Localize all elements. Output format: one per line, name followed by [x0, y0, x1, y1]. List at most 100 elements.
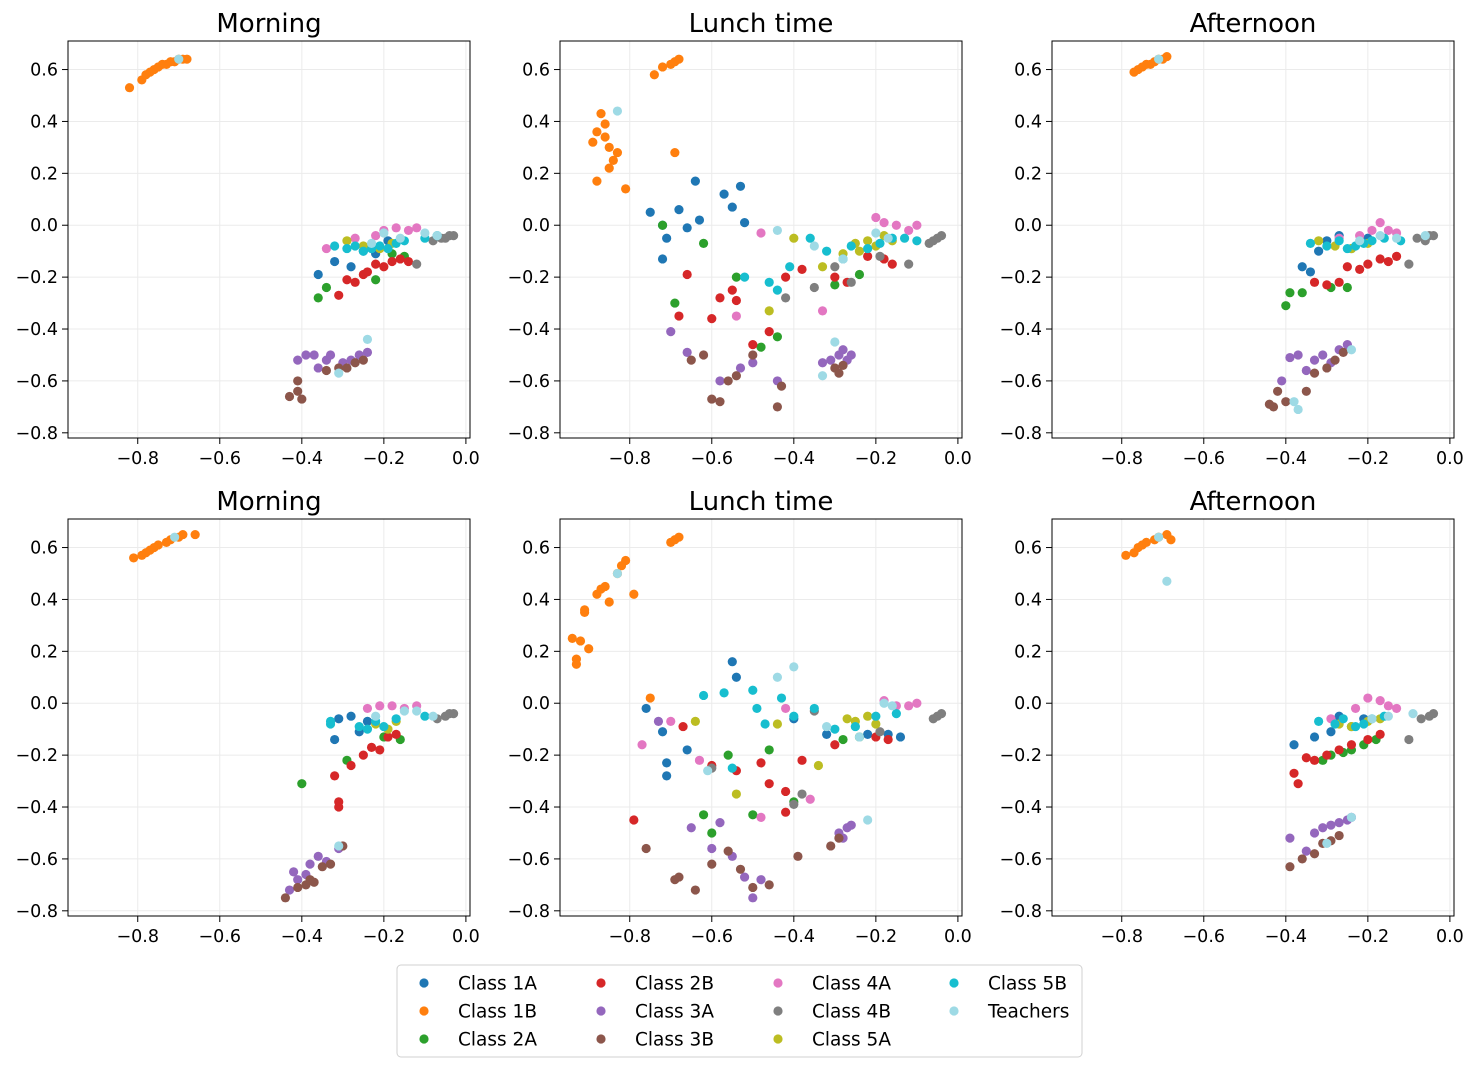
legend: Class 1A Class 1B Class 2A Class 2B Class 3A… [396, 964, 1083, 1058]
data-point [805, 794, 815, 804]
data-point [309, 350, 319, 360]
data-point [1314, 716, 1324, 726]
data-point [703, 766, 713, 776]
legend-entry: Class 5A [773, 1030, 891, 1051]
data-point [371, 275, 381, 285]
data-point [330, 771, 340, 781]
subplot-grid: −0.8 −0.6 −0.4 −0.2 0.0 0.6 0.4 0.2 0.0 −0.2 −0.4 −… [16, 9, 1464, 947]
data-point [846, 277, 856, 287]
data-point [899, 233, 910, 243]
data-point [698, 810, 709, 820]
data-point [879, 698, 889, 708]
data-point [834, 368, 844, 378]
legend-marker [596, 1034, 606, 1044]
data-point [822, 729, 832, 739]
y-tick-label: −0.6 [16, 850, 59, 870]
x-tick-label: −0.8 [116, 927, 159, 947]
y-tick-label: −0.8 [508, 424, 551, 444]
plot-background [68, 519, 470, 916]
data-point [883, 734, 893, 745]
data-point [612, 106, 623, 116]
data-point [649, 70, 659, 80]
data-point [698, 690, 709, 701]
y-tick-label: −0.4 [1000, 798, 1043, 818]
data-point [1293, 404, 1303, 415]
data-point [1350, 721, 1361, 732]
data-point [584, 644, 594, 654]
data-point [891, 220, 901, 230]
data-point [604, 597, 614, 607]
series-class-3b [641, 833, 844, 895]
axes-frame [1051, 40, 1455, 439]
x-tick-label: −0.8 [608, 927, 651, 947]
series-class-2b [334, 254, 414, 300]
data-point [863, 243, 873, 254]
series-class-1a [641, 657, 906, 781]
data-point [846, 820, 856, 830]
series-class-2b [674, 251, 897, 350]
subplot-2: −0.8 −0.6 −0.4 −0.2 0.0 0.6 0.4 0.2 0.0 −0.2 −0.4 −… [508, 9, 972, 469]
legend-marker [596, 1006, 606, 1016]
x-tick-label: −0.8 [1100, 927, 1143, 947]
data-point [657, 62, 668, 72]
data-point [399, 706, 409, 716]
x-tick-label: −0.4 [1265, 927, 1308, 947]
data-point [936, 709, 947, 719]
data-point [334, 841, 344, 851]
data-point [334, 714, 344, 724]
data-point [723, 846, 733, 856]
y-tick-label: 0.6 [1014, 61, 1042, 81]
data-point [375, 701, 385, 711]
y-tick-label: 0.2 [522, 164, 550, 184]
data-point [448, 709, 459, 719]
data-point [690, 885, 700, 895]
data-point [391, 223, 401, 233]
data-point [608, 155, 618, 165]
y-tick-label: −0.6 [508, 850, 551, 870]
legend-entry: Class 4B [773, 1002, 891, 1023]
data-point [764, 779, 774, 789]
y-tick-label: 0.0 [30, 216, 58, 236]
legend-label: Class 2B [635, 974, 714, 995]
data-point [1322, 280, 1332, 290]
x-tick-label: 0.0 [1436, 449, 1464, 469]
data-point [772, 285, 783, 295]
data-point [850, 721, 860, 732]
data-point [428, 711, 438, 721]
data-point [830, 740, 840, 750]
data-point [293, 875, 303, 885]
data-point [403, 256, 414, 267]
data-point [686, 823, 696, 833]
x-tick-label: −0.4 [281, 449, 324, 469]
data-point [174, 54, 184, 64]
legend-entry: Class 4A [773, 974, 891, 995]
data-point [420, 228, 430, 238]
data-point [293, 376, 303, 386]
data-point [1297, 288, 1307, 298]
data-point [871, 711, 881, 721]
data-point [604, 163, 614, 173]
data-point [1334, 277, 1344, 287]
data-point [674, 205, 684, 215]
data-point [1322, 750, 1332, 760]
data-point [604, 142, 614, 152]
subplot-5: −0.8 −0.6 −0.4 −0.2 0.0 0.6 0.4 0.2 0.0 −0.2 −0.4 −… [508, 487, 972, 947]
legend-label: Class 4B [812, 1002, 891, 1023]
data-point [1326, 820, 1336, 830]
data-point [580, 605, 590, 615]
data-point [1375, 729, 1385, 739]
data-point [350, 358, 360, 368]
y-tick-label: −0.4 [508, 320, 551, 340]
data-point [772, 402, 783, 412]
legend-label: Class 1B [458, 1002, 537, 1023]
x-tick-label: −0.2 [363, 449, 406, 469]
y-tick-label: −0.6 [1000, 850, 1043, 870]
data-point [662, 771, 672, 781]
data-point [809, 241, 819, 251]
data-point [863, 251, 873, 261]
data-point [600, 119, 610, 129]
data-point [362, 334, 373, 344]
subplot-3: −0.8 −0.6 −0.4 −0.2 0.0 0.6 0.4 0.2 0.0 −0.2 −0.4 −… [1000, 9, 1464, 469]
subplot-title: Lunch time [689, 487, 834, 517]
data-point [371, 231, 381, 241]
